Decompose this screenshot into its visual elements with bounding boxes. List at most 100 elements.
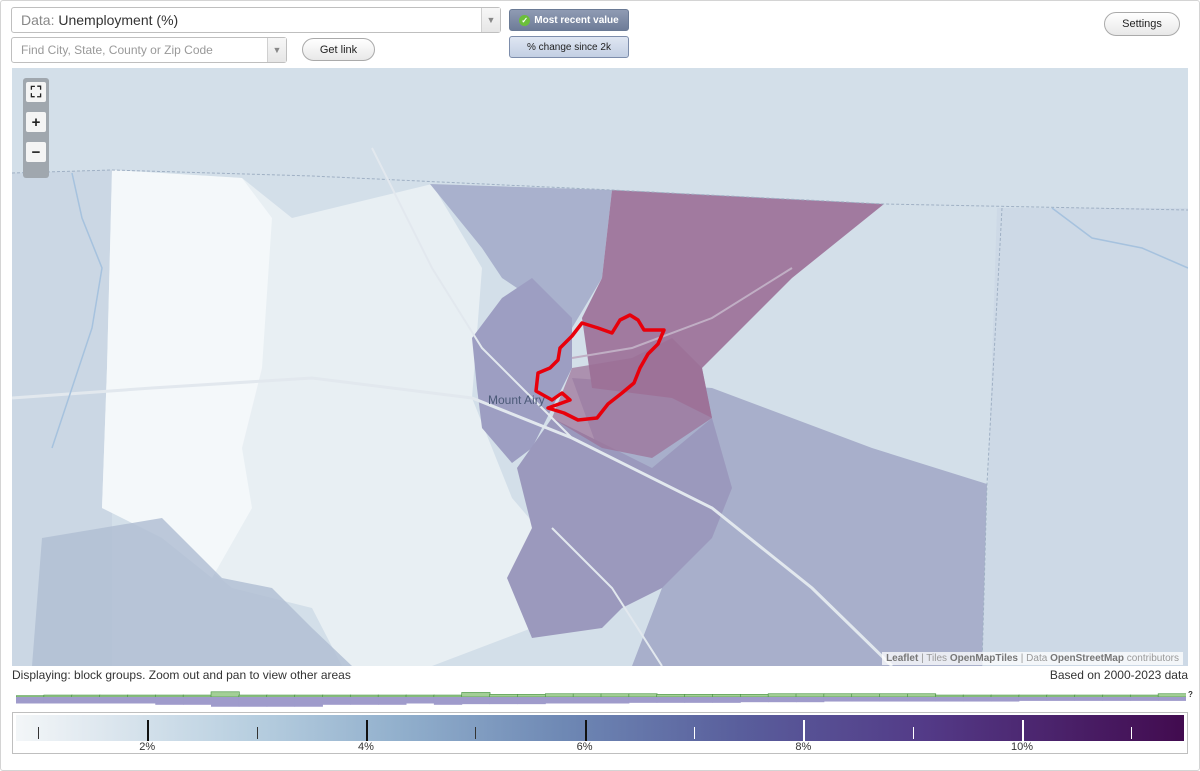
histogram-bar-reference (294, 697, 323, 707)
histogram-bar-reference (628, 697, 658, 703)
histogram-bar-current (238, 694, 268, 698)
legend-major-tick (803, 720, 806, 741)
data-value: Unemployment (%) (58, 12, 179, 28)
region-east (982, 208, 1188, 666)
histogram-bar-current (154, 694, 184, 698)
region-high-core (552, 338, 712, 458)
percent-change-toggle[interactable]: % change since 2k (509, 36, 629, 58)
legend-major-tick (584, 720, 587, 741)
contributors-text: contributors (1126, 653, 1179, 664)
settings-button[interactable]: Settings (1104, 12, 1180, 36)
histogram-bar-reference (350, 697, 379, 705)
histogram-bar-reference (238, 697, 268, 707)
histogram-bar-current (16, 695, 45, 698)
histogram-bar-reference (211, 697, 240, 707)
histogram-bar-reference (127, 697, 156, 704)
histogram-bar-reference (935, 697, 964, 702)
histogram-bar-reference (740, 697, 769, 703)
histogram-bar-current (684, 694, 714, 698)
histogram-bar-reference (1074, 697, 1103, 701)
histogram-bar-current (489, 694, 519, 698)
histogram-bar-reference (43, 697, 73, 704)
histogram-bar-reference (1130, 697, 1159, 701)
legend-tick-label: 10% (1010, 741, 1033, 753)
legend-minor-tick (693, 727, 695, 739)
histogram-bar-reference (155, 697, 184, 705)
river (1051, 207, 1188, 269)
region-town-south (507, 418, 732, 638)
openmaptiles-link[interactable]: OpenMapTiles (949, 653, 1018, 664)
histogram-bar-reference (517, 697, 546, 705)
legend-major-tick (147, 720, 150, 741)
histogram-bar-current (851, 693, 881, 698)
histogram-bar-current (823, 693, 853, 698)
histogram-bar-reference (879, 697, 908, 702)
search-placeholder: Find City, State, County or Zip Code (21, 43, 213, 57)
zoom-out-button[interactable]: − (26, 142, 46, 162)
histogram-bar-current (294, 694, 324, 698)
histogram-bar-reference (796, 697, 825, 703)
data-selector[interactable]: Data: Unemployment (%) ▼ (11, 7, 501, 33)
histogram-bar-current (739, 694, 769, 698)
histogram-bar-current (544, 693, 574, 698)
zoom-in-button[interactable]: + (26, 112, 46, 132)
chevron-down-icon[interactable]: ▼ (267, 38, 286, 62)
histogram-bar-reference (71, 697, 101, 704)
histogram-bar-reference (1158, 697, 1186, 701)
help-icon[interactable]: ? (1188, 690, 1193, 699)
road (12, 376, 894, 666)
state-boundary (12, 169, 1188, 211)
histogram-bar-current (1102, 694, 1132, 698)
histogram-bar-current (1018, 694, 1048, 698)
histogram-bar-reference (266, 697, 296, 707)
leaflet-link[interactable]: Leaflet (886, 653, 919, 664)
legend-major-tick (1021, 720, 1024, 741)
most-recent-value-toggle[interactable]: ✓ Most recent value (509, 9, 629, 31)
histogram-bar-reference (768, 697, 797, 703)
region-southwest (32, 518, 352, 666)
region-lightest (102, 170, 272, 578)
histogram-bar-reference (712, 697, 741, 703)
histogram-bar-current (1074, 694, 1104, 698)
histogram-bar-current (322, 694, 352, 698)
get-link-button[interactable]: Get link (302, 38, 375, 61)
chevron-down-icon[interactable]: ▼ (481, 8, 500, 32)
histogram-bar-reference (378, 697, 407, 705)
histogram-bar-reference (545, 697, 574, 704)
histogram-bar-reference (406, 697, 435, 704)
city-label: Mount Airy (488, 393, 545, 407)
displaying-note: Displaying: block groups. Zoom out and p… (12, 668, 351, 682)
histogram-bar-reference (656, 697, 686, 703)
selected-area-outline[interactable] (534, 313, 666, 422)
legend-minor-tick (256, 727, 258, 739)
histogram-bar-current (99, 694, 129, 698)
histogram-bar-reference (963, 697, 992, 702)
data-prefix-label: Data: (21, 12, 55, 28)
histogram-bar-current (71, 694, 101, 698)
color-legend: 2% 4% 6% 8% 10% (12, 712, 1188, 754)
histogram-bar-current (656, 694, 686, 698)
distribution-histogram (16, 691, 1186, 707)
openstreetmap-link[interactable]: OpenStreetMap (1050, 653, 1124, 664)
histogram-bar-current (210, 691, 240, 698)
legend-major-tick (365, 720, 368, 741)
road (371, 147, 573, 439)
histogram-bar-current (1046, 694, 1076, 698)
county-boundary (981, 207, 1003, 666)
histogram-bar-current (907, 693, 937, 698)
histogram-bar-reference (823, 697, 853, 702)
map-view[interactable]: ⛶ + − Mount Airy Leaflet | Tiles OpenMap… (12, 68, 1188, 666)
fullscreen-icon[interactable]: ⛶ (26, 82, 46, 102)
map-canvas (12, 68, 1188, 666)
histogram-bar-current (990, 694, 1020, 698)
legend-minor-tick (37, 727, 39, 739)
histogram-bar-reference (1018, 697, 1048, 701)
histogram-bar-reference (684, 697, 713, 703)
road (571, 267, 793, 359)
histogram-bar-reference (99, 697, 128, 704)
tiles-prefix: Tiles (926, 653, 948, 664)
legend-minor-tick (1131, 727, 1133, 739)
histogram-bar-current (934, 694, 964, 698)
location-search-input[interactable]: Find City, State, County or Zip Code ▼ (11, 37, 287, 63)
legend-tick-label: 6% (576, 741, 593, 753)
